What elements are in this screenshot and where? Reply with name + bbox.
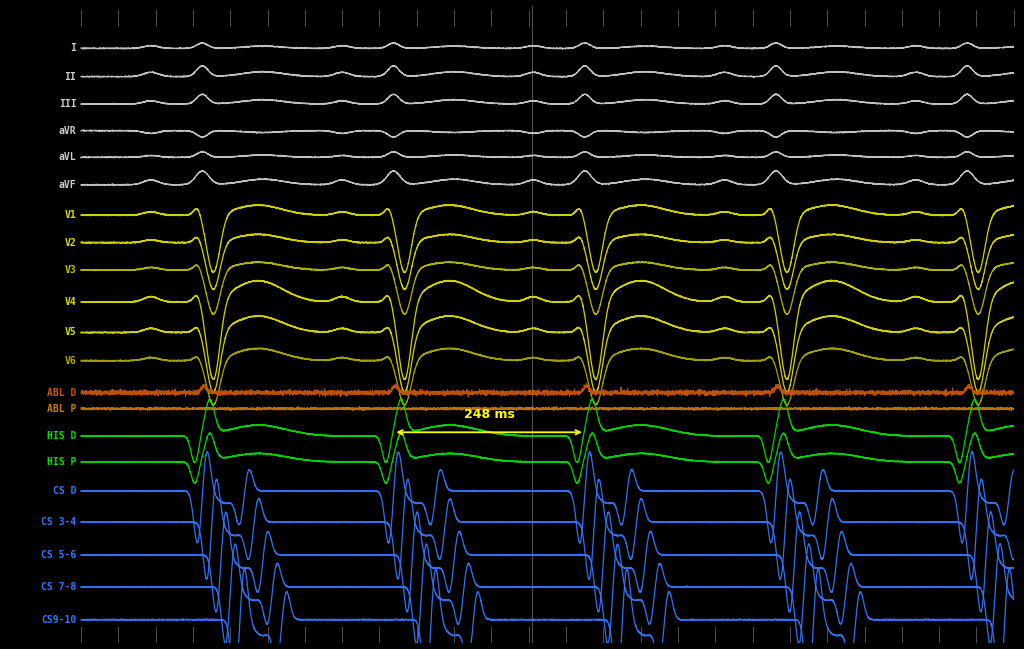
Text: HIS P: HIS P	[47, 457, 77, 467]
Text: V3: V3	[65, 265, 77, 275]
Text: CS 3-4: CS 3-4	[41, 517, 77, 527]
Text: HIS D: HIS D	[47, 431, 77, 441]
Text: CS9-10: CS9-10	[41, 615, 77, 624]
Text: V6: V6	[65, 356, 77, 365]
Text: V5: V5	[65, 328, 77, 337]
Text: aVL: aVL	[58, 153, 77, 162]
Text: V1: V1	[65, 210, 77, 220]
Text: V4: V4	[65, 297, 77, 307]
Text: I: I	[71, 43, 77, 53]
Text: II: II	[65, 71, 77, 82]
Text: 248 ms: 248 ms	[464, 408, 514, 421]
Text: aVF: aVF	[58, 180, 77, 190]
Text: CS D: CS D	[53, 486, 77, 496]
Text: III: III	[58, 99, 77, 109]
Text: ABL P: ABL P	[47, 404, 77, 413]
Text: V2: V2	[65, 238, 77, 248]
Text: CS 5-6: CS 5-6	[41, 550, 77, 560]
Text: aVR: aVR	[58, 126, 77, 136]
Text: ABL D: ABL D	[47, 387, 77, 398]
Text: CS 7-8: CS 7-8	[41, 582, 77, 592]
